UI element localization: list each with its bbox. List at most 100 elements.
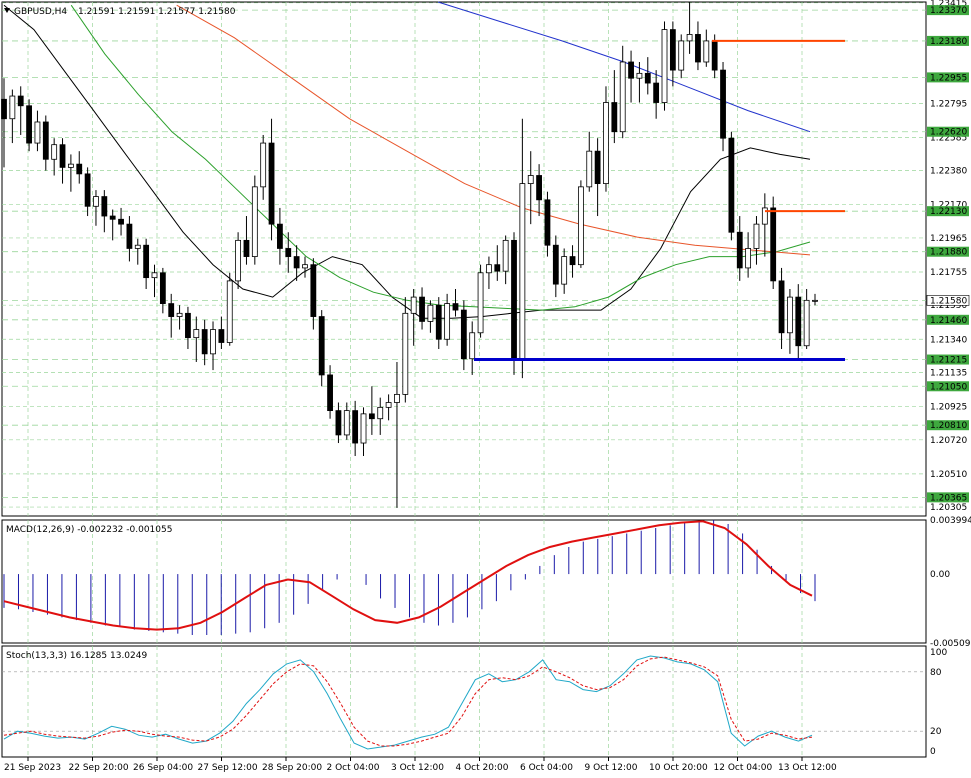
candle-body xyxy=(661,29,668,103)
price-tick-label: 1.21135 xyxy=(930,369,967,379)
ohlc-readout: 1.21591 1.21591 1.21577 1.21580 xyxy=(78,7,236,17)
candle-body xyxy=(502,239,509,272)
time-tick-label: 28 Sep 20:00 xyxy=(262,763,322,773)
candle-body xyxy=(151,272,158,279)
price-level-badge xyxy=(927,354,969,365)
candle-body xyxy=(109,215,116,220)
candle-body xyxy=(644,72,651,84)
price-tick-label: 1.22585 xyxy=(930,133,967,143)
candle-body xyxy=(469,332,476,360)
stoch-tick-label: 80 xyxy=(930,668,942,678)
stoch-tick-label: 20 xyxy=(930,727,942,737)
candle-body xyxy=(385,402,392,408)
price-tick-label: 1.21755 xyxy=(930,268,967,278)
candle-body xyxy=(611,102,618,133)
macd-tick-label: 0.00 xyxy=(930,570,950,580)
time-tick-label: 2 Oct 04:00 xyxy=(327,763,380,773)
candle-body xyxy=(770,207,777,282)
candle-body xyxy=(126,223,133,249)
candle-body xyxy=(603,102,609,185)
panel-frame xyxy=(1,645,927,758)
candle-body xyxy=(9,95,16,120)
price-level-label: 1.23370 xyxy=(930,6,967,16)
time-tick-label: 13 Oct 12:00 xyxy=(778,763,837,773)
candle-body xyxy=(293,256,300,269)
candle-body xyxy=(260,142,267,188)
candle-body xyxy=(544,199,551,246)
stoch-tick-label: 0 xyxy=(930,747,936,757)
candle-body xyxy=(168,303,175,317)
time-tick-label: 4 Oct 20:00 xyxy=(456,763,509,773)
candle-body xyxy=(736,231,743,269)
candle-body xyxy=(42,121,49,160)
candle-body xyxy=(159,272,166,304)
candle-body xyxy=(360,413,367,444)
candle-body xyxy=(67,163,74,168)
price-level-badge xyxy=(926,295,970,306)
candle-body xyxy=(185,312,191,339)
candle-body xyxy=(277,223,283,249)
price-level-label: 1.21460 xyxy=(930,316,967,326)
candle-body xyxy=(84,173,91,207)
candle-body xyxy=(176,312,183,317)
candle-body xyxy=(143,244,150,279)
candle-body xyxy=(795,296,802,347)
candle-body xyxy=(619,61,626,133)
candle-body xyxy=(536,175,542,201)
price-tick-label: 1.21965 xyxy=(930,234,967,244)
price-level-label: 1.21880 xyxy=(930,248,967,258)
price-level-badge xyxy=(927,492,969,503)
candle-body xyxy=(17,95,24,107)
price-tick-label: 1.20305 xyxy=(930,503,967,513)
price-level-label: 1.21215 xyxy=(930,356,967,366)
candle-body xyxy=(720,69,726,139)
axes: 1.23415 1.22795 1.22585 1.22380 1.22170 1.219… xyxy=(4,0,971,773)
candle-body xyxy=(686,34,693,42)
candle-body xyxy=(226,280,233,343)
price-level-badge xyxy=(927,35,969,46)
candle-body xyxy=(410,296,417,314)
price-tick-label: 1.22795 xyxy=(930,99,967,109)
candle-body xyxy=(34,121,41,144)
horizontal-levels xyxy=(474,39,845,362)
candle-body xyxy=(243,239,250,257)
time-tick-label: 12 Oct 04:00 xyxy=(714,763,773,773)
candle-body xyxy=(201,329,208,355)
price-level-label: 1.22620 xyxy=(930,128,967,138)
stoch-tick-label: 100 xyxy=(930,648,947,658)
candle-body xyxy=(494,264,501,272)
candle-body xyxy=(552,244,559,285)
candle-body xyxy=(368,413,375,420)
candle-body xyxy=(235,239,242,282)
price-tick-label: 1.20510 xyxy=(930,470,967,480)
macd-title: MACD(12,26,9) -0.002232 -0.001055 xyxy=(6,525,172,535)
candle-body xyxy=(460,309,467,360)
price-level-badge xyxy=(927,206,969,217)
candle-body xyxy=(711,40,718,71)
moving-average-line xyxy=(176,4,811,256)
candle-body xyxy=(812,299,818,302)
candle-body xyxy=(561,256,568,285)
stochastic-panel xyxy=(2,655,926,750)
price-level-label: 1.20365 xyxy=(930,493,967,503)
time-tick-label: 6 Oct 04:00 xyxy=(520,763,573,773)
candle-body xyxy=(59,144,66,168)
candle-body xyxy=(669,29,676,71)
dropdown-triangle-icon[interactable] xyxy=(4,8,10,13)
candle-body xyxy=(636,72,643,79)
macd-signal-line xyxy=(3,520,813,631)
price-level-label: 1.20810 xyxy=(930,421,967,431)
candle-body xyxy=(527,175,534,185)
candle-body xyxy=(26,105,32,144)
price-level-label: 1.22130 xyxy=(930,207,967,217)
candle-body xyxy=(628,61,634,79)
candle-body xyxy=(285,248,292,257)
candle-body xyxy=(452,303,459,311)
price-level-badge xyxy=(927,381,969,392)
candle-body xyxy=(444,303,451,340)
macd-panel xyxy=(3,519,816,635)
candle-body xyxy=(343,410,350,436)
candle-body xyxy=(402,312,409,395)
stoch-title: Stoch(13,3,3) 16.1285 13.0249 xyxy=(6,651,147,661)
time-tick-label: 10 Oct 20:00 xyxy=(649,763,708,773)
